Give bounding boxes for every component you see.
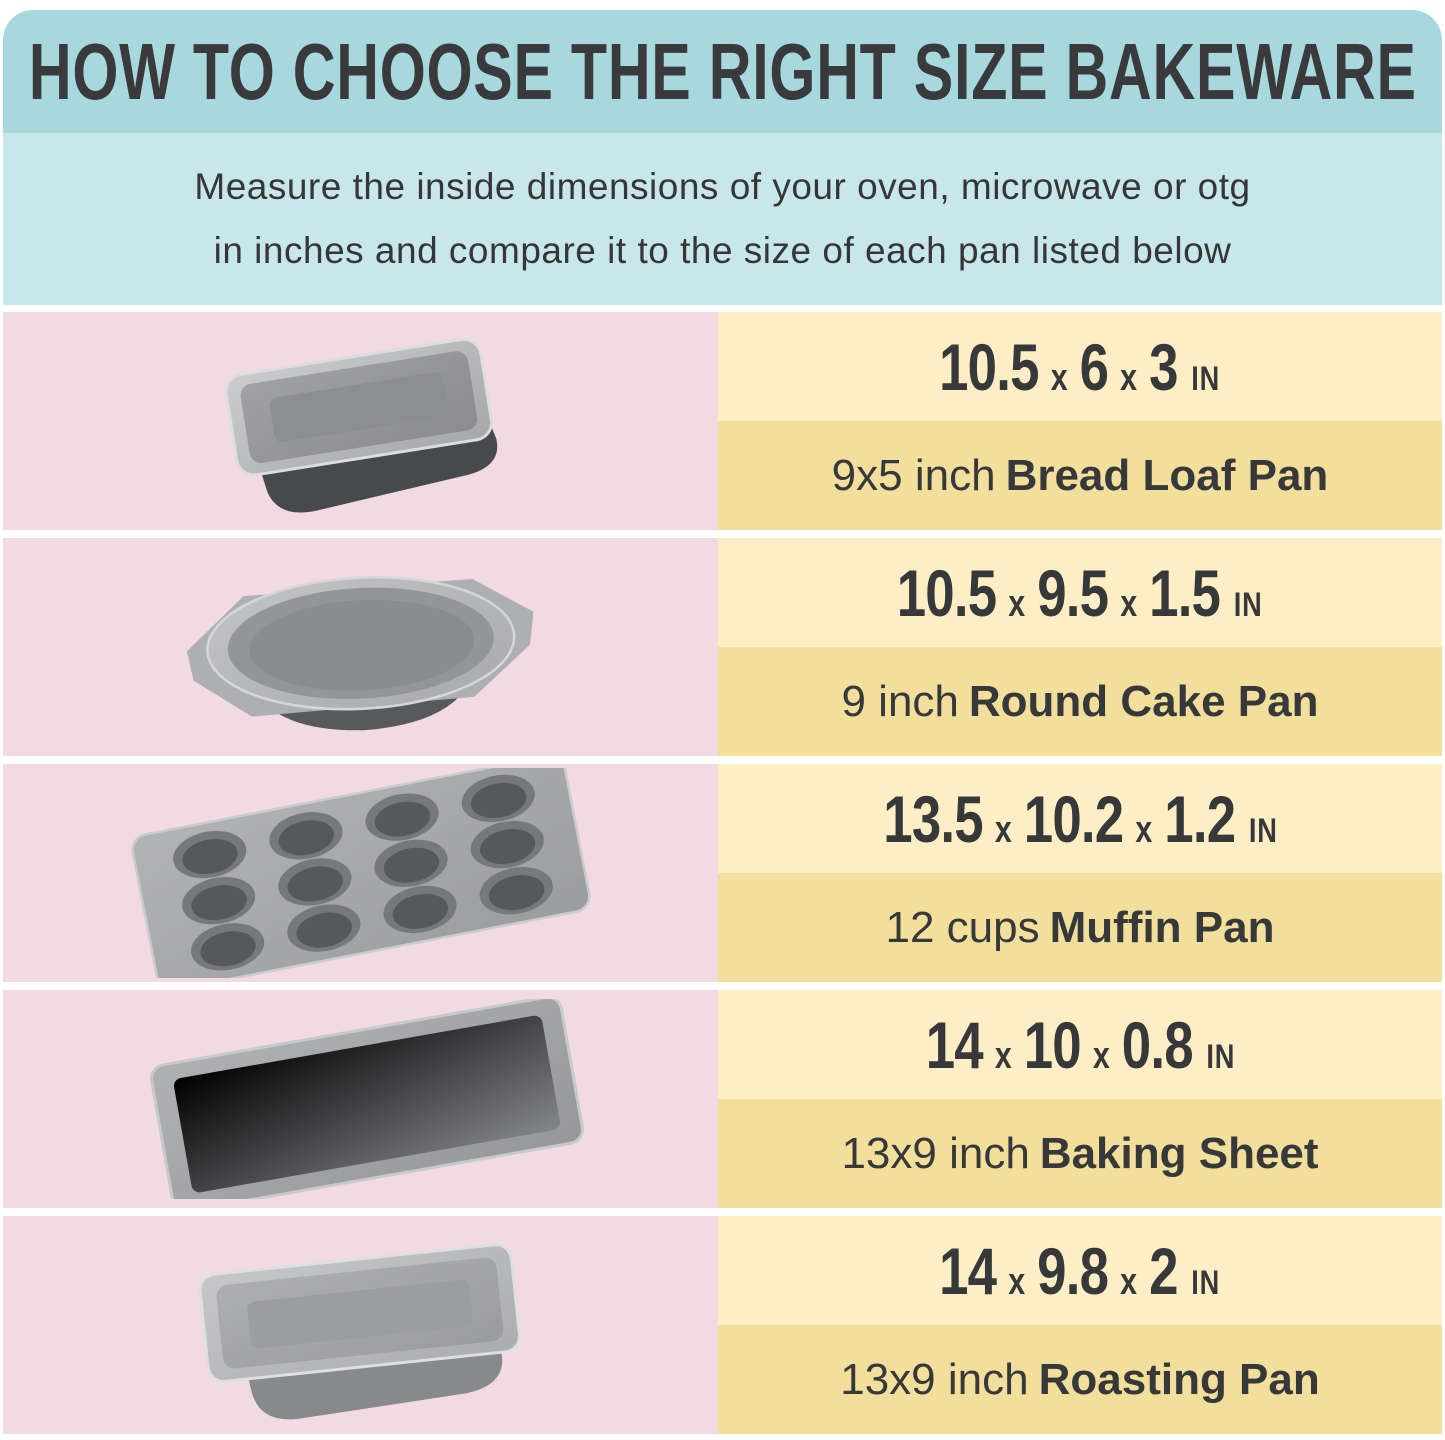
description-band: 12 cups Muffin Pan: [718, 873, 1442, 982]
dimension-height: 2: [1149, 1233, 1179, 1308]
dimension-unit: IN: [1191, 359, 1221, 398]
dimension-text: 10.5 x 6 x 3 IN: [940, 329, 1221, 405]
product-row-round-cake-pan: 10.5 x 9.5 x 1.5 IN 9 inch Round Cake Pan: [3, 538, 1442, 756]
dimension-length: 13.5: [882, 781, 983, 856]
dimension-text: 14 x 10 x 0.8 IN: [925, 1007, 1235, 1083]
description-band: 9x5 inch Bread Loaf Pan: [718, 421, 1442, 530]
dimension-width: 9.8: [1037, 1233, 1110, 1308]
product-row-roasting-pan: 14 x 9.8 x 2 IN 13x9 inch Roasting Pan: [3, 1216, 1442, 1434]
instruction-band: Measure the inside dimensions of your ov…: [3, 133, 1442, 305]
dimension-width: 6: [1080, 329, 1109, 404]
image-panel: [3, 312, 718, 530]
dimension-height: 1.2: [1163, 781, 1236, 856]
instruction-line-2: in inches and compare it to the size of …: [213, 230, 1232, 271]
dimension-width: 9.5: [1037, 555, 1110, 630]
description-name: Roasting Pan: [1038, 1354, 1320, 1404]
description-size: 9 inch: [841, 676, 959, 726]
bread-loaf-pan-image: [224, 338, 497, 513]
dimension-separator: x: [1134, 808, 1152, 851]
dimension-separator: x: [1051, 356, 1069, 399]
dimension-height: 3: [1149, 329, 1179, 404]
dimension-unit: IN: [1205, 1037, 1235, 1076]
dimension-length: 10.5: [939, 329, 1040, 404]
description-text: 9 inch Round Cake Pan: [841, 677, 1318, 727]
dimension-separator: x: [1120, 582, 1138, 625]
description-band: 13x9 inch Baking Sheet: [718, 1099, 1442, 1208]
roasting-pan-image: [198, 1243, 521, 1420]
image-panel: [3, 990, 718, 1208]
dimension-band: 13.5 x 10.2 x 1.2 IN: [718, 764, 1442, 873]
description-text: 12 cups Muffin Pan: [886, 903, 1275, 953]
description-text: 13x9 inch Roasting Pan: [840, 1355, 1320, 1405]
description-name: Baking Sheet: [1039, 1128, 1319, 1178]
dimension-text: 13.5 x 10.2 x 1.2 IN: [883, 781, 1277, 857]
image-panel: [3, 1216, 718, 1434]
dimension-band: 10.5 x 9.5 x 1.5 IN: [718, 538, 1442, 647]
dimension-band: 14 x 10 x 0.8 IN: [718, 990, 1442, 1099]
dimension-length: 10.5: [897, 555, 997, 630]
info-panel: 10.5 x 6 x 3 IN 9x5 inch Bread Loaf Pan: [718, 312, 1442, 530]
dimension-separator: x: [1008, 1260, 1026, 1303]
description-name: Round Cake Pan: [968, 676, 1319, 726]
bakeware-list: 10.5 x 6 x 3 IN 9x5 inch Bread Loaf Pan: [3, 312, 1442, 1434]
description-size: 12 cups: [885, 902, 1040, 952]
muffin-cups: [172, 774, 553, 971]
dimension-length: 14: [939, 1233, 998, 1308]
dimension-text: 14 x 9.8 x 2 IN: [940, 1233, 1221, 1309]
baking-sheet-image: [149, 999, 584, 1199]
dimension-width: 10: [1023, 1007, 1081, 1082]
product-row-bread-loaf-pan: 10.5 x 6 x 3 IN 9x5 inch Bread Loaf Pan: [3, 312, 1442, 530]
description-name: Muffin Pan: [1049, 902, 1275, 952]
info-panel: 14 x 10 x 0.8 IN 13x9 inch Baking Sheet: [718, 990, 1442, 1208]
instruction-line-1: Measure the inside dimensions of your ov…: [194, 166, 1251, 207]
info-panel: 13.5 x 10.2 x 1.2 IN 12 cups Muffin Pan: [718, 764, 1442, 982]
dimension-separator: x: [994, 808, 1012, 851]
dimension-height: 0.8: [1121, 1007, 1193, 1082]
muffin-pan-image: [130, 768, 591, 978]
page-title: HOW TO CHOOSE THE RIGHT SIZE BAKEWARE: [28, 26, 1417, 116]
description-band: 9 inch Round Cake Pan: [718, 647, 1442, 756]
product-row-baking-sheet: 14 x 10 x 0.8 IN 13x9 inch Baking Sheet: [3, 990, 1442, 1208]
dimension-band: 10.5 x 6 x 3 IN: [718, 312, 1442, 421]
description-text: 9x5 inch Bread Loaf Pan: [832, 451, 1329, 501]
image-panel: [3, 764, 718, 982]
description-text: 13x9 inch Baking Sheet: [841, 1129, 1318, 1179]
description-size: 9x5 inch: [831, 450, 996, 500]
image-panel: [3, 538, 718, 756]
dimension-length: 14: [925, 1007, 983, 1082]
dimension-unit: IN: [1248, 811, 1278, 850]
dimension-unit: IN: [1234, 585, 1263, 624]
dimension-separator: x: [1120, 356, 1138, 399]
description-name: Bread Loaf Pan: [1005, 450, 1329, 500]
dimension-separator: x: [1120, 1260, 1138, 1303]
dimension-text: 10.5 x 9.5 x 1.5 IN: [897, 555, 1263, 631]
dimension-separator: x: [1092, 1034, 1110, 1077]
header-card: HOW TO CHOOSE THE RIGHT SIZE BAKEWARE Me…: [3, 10, 1442, 305]
dimension-separator: x: [994, 1034, 1012, 1077]
dimension-band: 14 x 9.8 x 2 IN: [718, 1216, 1442, 1325]
round-cake-pan-image: [186, 575, 533, 730]
description-size: 13x9 inch: [841, 1128, 1030, 1178]
product-row-muffin-pan: 13.5 x 10.2 x 1.2 IN 12 cups Muffin Pan: [3, 764, 1442, 982]
dimension-height: 1.5: [1149, 555, 1222, 630]
dimension-separator: x: [1008, 582, 1026, 625]
description-size: 13x9 inch: [840, 1354, 1029, 1404]
info-panel: 14 x 9.8 x 2 IN 13x9 inch Roasting Pan: [718, 1216, 1442, 1434]
title-band: HOW TO CHOOSE THE RIGHT SIZE BAKEWARE: [3, 10, 1442, 133]
description-band: 13x9 inch Roasting Pan: [718, 1325, 1442, 1434]
info-panel: 10.5 x 9.5 x 1.5 IN 9 inch Round Cake Pan: [718, 538, 1442, 756]
dimension-unit: IN: [1191, 1263, 1221, 1302]
dimension-width: 10.2: [1023, 781, 1123, 856]
